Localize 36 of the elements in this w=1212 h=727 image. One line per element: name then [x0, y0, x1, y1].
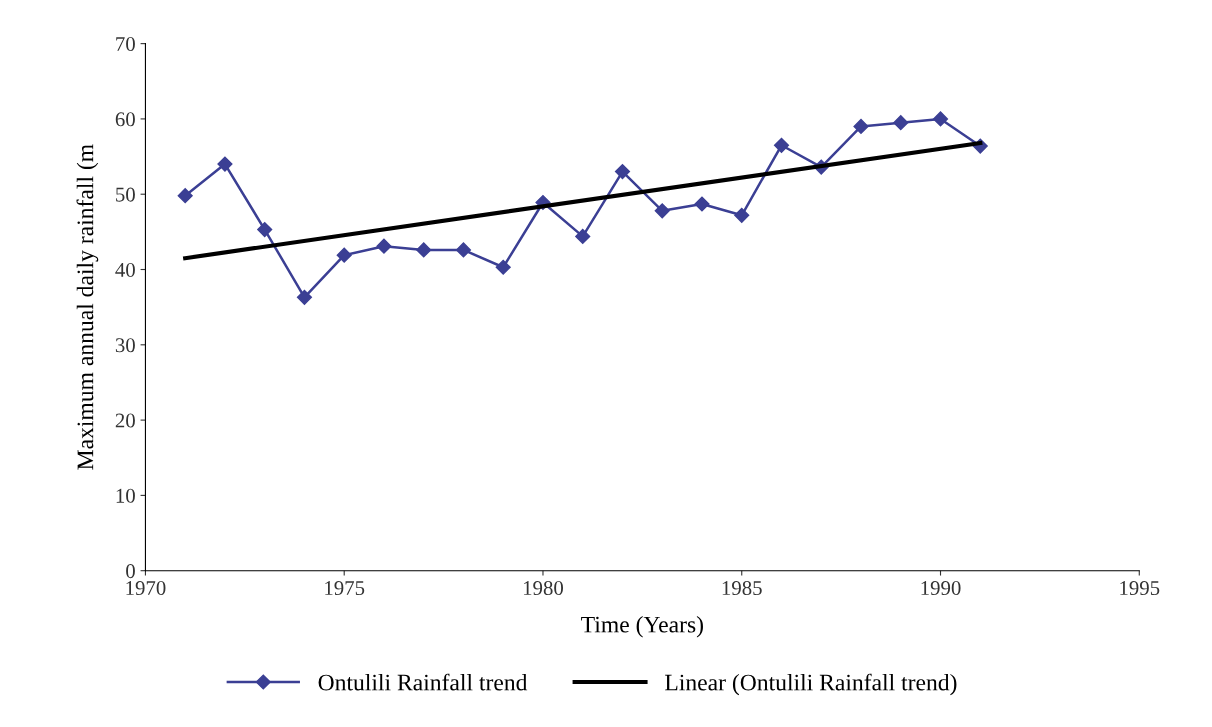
y-tick-label: 70	[116, 36, 135, 52]
x-tick-label: 1995	[1120, 581, 1160, 596]
legend-label: Linear (Ontulili Rainfall trend)	[665, 673, 957, 696]
point	[455, 242, 472, 258]
y-tick-label: 10	[116, 488, 135, 503]
point	[694, 196, 710, 212]
x-tick-label: 1975	[325, 581, 365, 596]
legend-label: Ontulili Rainfall trend	[318, 673, 528, 691]
point	[734, 207, 750, 223]
x-tick-label: 1990	[921, 581, 961, 596]
point	[296, 289, 313, 305]
y-tick-label: 40	[115, 262, 135, 277]
y-tick-label: 50	[116, 187, 135, 202]
y-tick-label: 60	[115, 112, 135, 127]
point	[416, 242, 432, 258]
point	[773, 137, 790, 153]
point	[257, 222, 273, 238]
y-tick-label: 20	[115, 413, 135, 428]
y-tick-label: 30	[115, 338, 135, 353]
x-tick-label: 1985	[722, 581, 762, 596]
x-axis-title: Time (Years)	[581, 615, 703, 638]
point	[495, 259, 511, 275]
point	[853, 118, 869, 135]
point	[654, 203, 670, 219]
y-axis-title: Maximum annual daily rainfall (m	[76, 144, 99, 470]
point	[336, 247, 352, 263]
x-tick-label: 1980	[523, 581, 564, 596]
y-tick-label: 0	[126, 564, 135, 579]
point	[376, 238, 392, 254]
point	[217, 156, 233, 172]
point	[614, 164, 631, 180]
x-tick-label: 1970	[126, 581, 166, 596]
point	[575, 228, 591, 244]
point	[932, 111, 949, 127]
point	[893, 115, 909, 131]
point	[177, 188, 193, 204]
